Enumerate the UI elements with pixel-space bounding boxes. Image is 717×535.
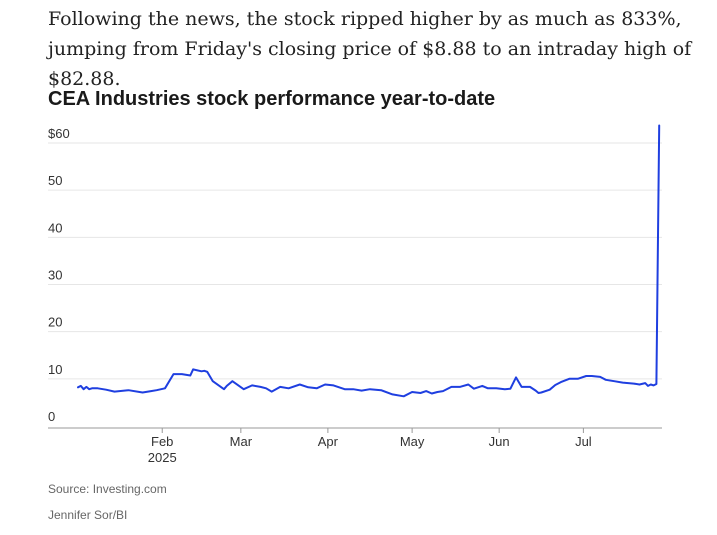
x-tick-label: Mar: [230, 434, 253, 449]
x-tick-label: Apr: [318, 434, 339, 449]
y-tick-label: 50: [48, 173, 62, 188]
price-series-line: [77, 124, 661, 398]
y-tick-label: 40: [48, 220, 62, 235]
chart-source: Source: Investing.com: [48, 482, 167, 496]
x-tick-sublabel: 2025: [148, 450, 177, 465]
x-tick-label: May: [400, 434, 425, 449]
y-tick-label: 30: [48, 268, 62, 283]
x-tick-label: Jun: [489, 434, 510, 449]
chart-credit: Jennifer Sor/BI: [48, 508, 128, 522]
y-tick-label: 10: [48, 362, 62, 377]
x-tick-label: Jul: [575, 434, 592, 449]
x-tick-label: Feb: [151, 434, 173, 449]
chart-title: CEA Industries stock performance year-to…: [48, 88, 496, 110]
y-tick-label: 20: [48, 315, 62, 330]
y-tick-label: 0: [48, 409, 55, 424]
y-tick-label: $60: [48, 126, 70, 141]
article-lead-paragraph: Following the news, the stock ripped hig…: [48, 8, 692, 90]
